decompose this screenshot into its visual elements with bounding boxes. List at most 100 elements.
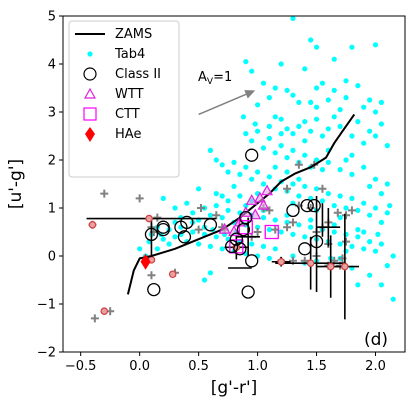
wtt-point xyxy=(249,208,262,220)
x-tick-label: 1.5 xyxy=(306,359,327,374)
tab4-point xyxy=(325,159,331,165)
red-open-point xyxy=(277,257,285,266)
legend: ZAMS Tab4 Class II WTT CTT HAe xyxy=(68,20,180,178)
x-tick-label: 0.5 xyxy=(188,359,209,374)
tab4-point xyxy=(355,234,361,240)
plus-point xyxy=(283,184,292,193)
tab4-point xyxy=(254,128,261,134)
class2-point xyxy=(203,218,218,232)
tab4-point xyxy=(372,42,379,48)
ctt-point xyxy=(238,220,253,235)
tab4-point xyxy=(319,167,326,173)
tab4-point xyxy=(243,164,249,170)
tab4-point xyxy=(260,215,267,221)
tab4-point xyxy=(278,61,284,67)
tab4-point xyxy=(367,272,373,278)
plot-frame xyxy=(62,15,406,353)
tab4-point xyxy=(160,195,166,201)
tab4-point xyxy=(172,234,178,240)
tab4-point xyxy=(372,248,379,254)
tab4-point xyxy=(290,16,296,21)
reddening-vector: AV=1 xyxy=(198,70,256,116)
tab4-point xyxy=(137,246,143,252)
class2-point xyxy=(224,239,239,254)
tab4-point xyxy=(296,123,302,129)
reddening-label-value: =1 xyxy=(213,70,232,85)
x-tick-label: 1.0 xyxy=(247,359,268,374)
wtt-point xyxy=(218,222,231,234)
red-open-point xyxy=(145,214,153,223)
tab4-point xyxy=(349,133,355,139)
tab4-point xyxy=(219,162,225,168)
tab4-point xyxy=(355,227,361,233)
plus-point xyxy=(318,184,327,193)
y-tick-label: −1 xyxy=(37,298,56,313)
tab4-point xyxy=(290,181,296,187)
tab4-point xyxy=(225,207,231,213)
tab4-point xyxy=(207,212,214,218)
tab4-point xyxy=(390,253,396,259)
tab4-point xyxy=(343,95,349,101)
tab4-point xyxy=(243,131,249,137)
tab4-point xyxy=(278,131,284,137)
tab4-point xyxy=(361,246,367,252)
legend-ctt-label: CTT xyxy=(115,107,140,122)
legend-hae-diamond xyxy=(85,127,95,142)
tab4-point xyxy=(361,229,367,235)
tab4-point xyxy=(166,241,172,247)
tab4-point xyxy=(372,176,379,182)
plus-point xyxy=(294,160,303,169)
plus-point xyxy=(283,223,292,232)
plus-point xyxy=(342,237,351,246)
legend-hae-label: HAe xyxy=(115,127,141,142)
tab4-point xyxy=(219,215,225,221)
tab4-point xyxy=(378,99,385,105)
tab4-point xyxy=(266,95,272,101)
tab4-point xyxy=(290,131,296,137)
tab4-point xyxy=(249,138,255,144)
tab4-point xyxy=(252,121,258,127)
tab4-point xyxy=(313,157,320,163)
tab4-point xyxy=(349,171,355,177)
tab4-point xyxy=(219,246,225,252)
plus-point xyxy=(347,206,356,215)
tab4-point xyxy=(308,99,314,105)
tab4-point xyxy=(349,243,355,249)
tab4-point xyxy=(331,56,337,62)
class2-point xyxy=(174,220,188,234)
tab4-point xyxy=(207,147,214,153)
legend-box xyxy=(68,20,180,178)
y-tick-label: −2 xyxy=(37,346,56,361)
tab4-point xyxy=(349,152,355,158)
tab4-point xyxy=(272,150,278,156)
class2-point xyxy=(229,232,244,246)
tab4-point xyxy=(154,246,160,252)
tab4-point xyxy=(343,78,349,84)
legend-class2-label: Class II xyxy=(115,67,161,82)
red-open-point xyxy=(100,307,109,316)
wtt-point xyxy=(257,198,270,210)
plus-point xyxy=(342,211,351,220)
red-open-point xyxy=(341,262,349,271)
class2-point xyxy=(233,242,247,256)
tab4-point xyxy=(361,200,367,206)
legend-tab4-dot xyxy=(87,51,93,57)
reddening-label-sub: V xyxy=(207,77,214,87)
tab4-point xyxy=(337,107,343,113)
class2-point xyxy=(177,230,192,244)
tab4-point xyxy=(266,227,272,233)
tab4-point xyxy=(337,193,343,199)
tab4-point xyxy=(313,44,320,50)
tab4-point xyxy=(254,169,261,175)
tab4-point xyxy=(290,231,296,237)
tab4-point xyxy=(266,123,272,129)
tab4-point xyxy=(196,186,202,192)
tab4-point xyxy=(290,253,296,259)
tab4-point xyxy=(308,128,314,134)
tab4-point xyxy=(201,277,208,283)
hae-point xyxy=(140,253,151,270)
plus-point xyxy=(253,228,262,236)
plus-point xyxy=(194,225,203,234)
x-tick-label: −0.5 xyxy=(65,359,97,374)
tab4-point xyxy=(387,203,393,209)
